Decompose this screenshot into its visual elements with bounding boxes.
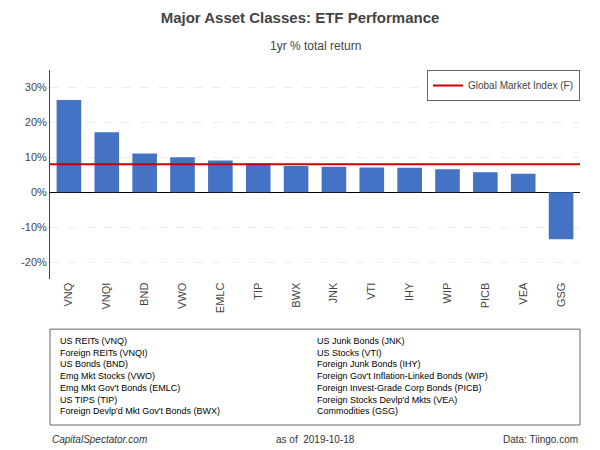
svg-text:Major Asset Classes: ETF Perfo: Major Asset Classes: ETF Performance xyxy=(161,9,440,26)
svg-text:20%: 20% xyxy=(25,116,47,128)
svg-text:TIP: TIP xyxy=(252,283,264,300)
svg-text:0%: 0% xyxy=(31,186,47,198)
svg-text:Data: Tiingo.com: Data: Tiingo.com xyxy=(503,434,578,445)
svg-text:-10%: -10% xyxy=(21,221,47,233)
svg-text:-20%: -20% xyxy=(21,256,47,268)
svg-text:as of 2019-10-18: as of 2019-10-18 xyxy=(276,434,355,445)
svg-text:GSG: GSG xyxy=(555,283,567,307)
svg-text:VTI: VTI xyxy=(365,283,377,300)
svg-text:CapitalSpectator.com: CapitalSpectator.com xyxy=(52,434,147,445)
svg-text:VEA: VEA xyxy=(517,282,529,305)
svg-text:10%: 10% xyxy=(25,151,47,163)
svg-text:US Junk Bonds (JNK)US Stocks (: US Junk Bonds (JNK)US Stocks (VTI)Foreig… xyxy=(317,336,488,416)
svg-text:VNQI: VNQI xyxy=(100,283,112,310)
svg-text:US REITs (VNQ)Foreign REITs (V: US REITs (VNQ)Foreign REITs (VNQI)US Bon… xyxy=(60,336,220,416)
svg-text:1yr % total return: 1yr % total return xyxy=(270,39,361,53)
svg-text:JNK: JNK xyxy=(328,282,340,303)
svg-text:IHY: IHY xyxy=(403,282,415,301)
svg-text:BWX: BWX xyxy=(290,282,302,308)
svg-text:VNQ: VNQ xyxy=(63,282,75,306)
svg-text:30%: 30% xyxy=(25,81,47,93)
svg-text:EMLC: EMLC xyxy=(214,283,226,314)
svg-text:Global Market Index (F): Global Market Index (F) xyxy=(468,80,573,91)
svg-text:WIP: WIP xyxy=(441,283,453,304)
svg-text:PICB: PICB xyxy=(479,283,491,309)
svg-text:VWO: VWO xyxy=(176,282,188,309)
svg-text:BND: BND xyxy=(138,283,150,306)
